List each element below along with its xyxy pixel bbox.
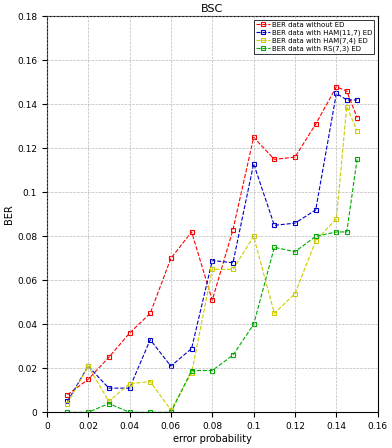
- BER data without ED: [189, 229, 194, 235]
- BER data with RS(7,3) ED: [127, 409, 132, 415]
- BER data without ED: [345, 88, 349, 94]
- BER data without ED: [107, 355, 111, 360]
- BER data with HAM(7,4) ED: [189, 370, 194, 375]
- BER data without ED: [86, 377, 91, 382]
- BER data with RS(7,3) ED: [293, 249, 298, 254]
- BER data without ED: [293, 155, 298, 160]
- Line: BER data with RS(7,3) ED: BER data with RS(7,3) ED: [65, 157, 359, 415]
- BER data with HAM(11,7) ED: [86, 363, 91, 369]
- BER data with HAM(11,7) ED: [355, 97, 359, 103]
- BER data with RS(7,3) ED: [189, 368, 194, 373]
- BER data with HAM(11,7) ED: [334, 90, 339, 96]
- BER data with HAM(11,7) ED: [127, 385, 132, 391]
- BER data with HAM(7,4) ED: [251, 234, 256, 239]
- X-axis label: error probability: error probability: [173, 434, 252, 444]
- BER data with RS(7,3) ED: [345, 229, 349, 235]
- Title: BSC: BSC: [201, 4, 223, 14]
- BER data with HAM(7,4) ED: [355, 128, 359, 134]
- BER data with HAM(11,7) ED: [189, 346, 194, 351]
- BER data with HAM(7,4) ED: [345, 104, 349, 109]
- Legend: BER data without ED, BER data with HAM(11,7) ED, BER data with HAM(7,4) ED, BER : BER data without ED, BER data with HAM(1…: [254, 20, 374, 54]
- BER data with RS(7,3) ED: [313, 234, 318, 239]
- BER data with RS(7,3) ED: [230, 353, 235, 358]
- Line: BER data without ED: BER data without ED: [65, 84, 359, 397]
- BER data with RS(7,3) ED: [148, 409, 152, 415]
- BER data without ED: [334, 84, 339, 90]
- BER data with HAM(7,4) ED: [86, 363, 91, 369]
- Line: BER data with HAM(7,4) ED: BER data with HAM(7,4) ED: [65, 104, 359, 413]
- BER data with HAM(7,4) ED: [293, 291, 298, 296]
- BER data with HAM(7,4) ED: [230, 267, 235, 272]
- BER data without ED: [65, 392, 70, 397]
- BER data with HAM(7,4) ED: [272, 310, 277, 316]
- BER data without ED: [272, 157, 277, 162]
- BER data with RS(7,3) ED: [272, 245, 277, 250]
- BER data with RS(7,3) ED: [107, 401, 111, 406]
- BER data with HAM(11,7) ED: [230, 260, 235, 265]
- Y-axis label: BER: BER: [4, 204, 14, 224]
- BER data without ED: [313, 121, 318, 127]
- BER data without ED: [355, 115, 359, 120]
- BER data with HAM(11,7) ED: [313, 207, 318, 213]
- BER data with HAM(11,7) ED: [169, 363, 173, 369]
- BER data with HAM(11,7) ED: [65, 399, 70, 404]
- BER data with HAM(7,4) ED: [107, 399, 111, 404]
- BER data with HAM(11,7) ED: [148, 337, 152, 342]
- BER data with HAM(7,4) ED: [65, 401, 70, 406]
- BER data with RS(7,3) ED: [334, 229, 339, 235]
- BER data with HAM(7,4) ED: [148, 379, 152, 384]
- BER data with HAM(7,4) ED: [127, 381, 132, 387]
- BER data without ED: [230, 227, 235, 233]
- BER data with RS(7,3) ED: [86, 409, 91, 415]
- BER data with HAM(7,4) ED: [313, 238, 318, 243]
- BER data without ED: [148, 310, 152, 316]
- BER data with HAM(11,7) ED: [293, 220, 298, 226]
- BER data with RS(7,3) ED: [169, 409, 173, 415]
- BER data with HAM(7,4) ED: [169, 407, 173, 413]
- BER data with RS(7,3) ED: [251, 322, 256, 327]
- BER data without ED: [210, 297, 215, 303]
- BER data without ED: [127, 331, 132, 336]
- BER data with HAM(11,7) ED: [345, 97, 349, 103]
- BER data with HAM(11,7) ED: [210, 258, 215, 263]
- BER data without ED: [251, 135, 256, 140]
- BER data with HAM(11,7) ED: [107, 385, 111, 391]
- BER data with RS(7,3) ED: [65, 409, 70, 415]
- BER data without ED: [169, 256, 173, 261]
- BER data with HAM(7,4) ED: [334, 216, 339, 221]
- BER data with HAM(7,4) ED: [210, 267, 215, 272]
- BER data with HAM(11,7) ED: [272, 223, 277, 228]
- BER data with RS(7,3) ED: [210, 368, 215, 373]
- BER data with HAM(11,7) ED: [251, 161, 256, 166]
- BER data with RS(7,3) ED: [355, 157, 359, 162]
- Line: BER data with HAM(11,7) ED: BER data with HAM(11,7) ED: [65, 91, 359, 404]
